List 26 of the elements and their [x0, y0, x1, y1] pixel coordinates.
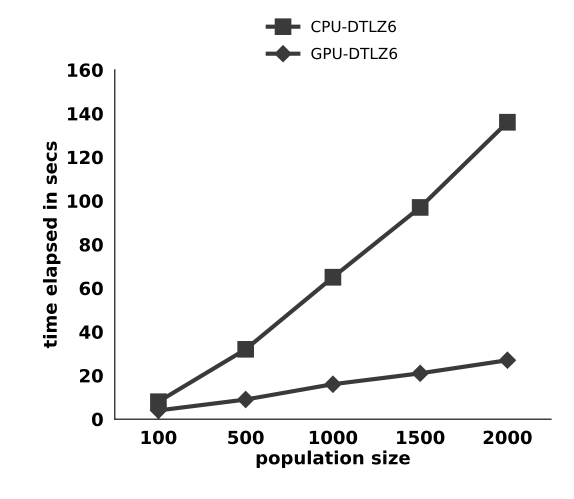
y-tick-label: 120 — [68, 150, 103, 164]
y-tick-label: 160 — [68, 63, 103, 77]
y-tick-label: 60 — [80, 282, 103, 296]
y-tick-label: 100 — [68, 194, 103, 208]
x-tick-label: 2000 — [484, 430, 532, 444]
legend-label: CPU-DTLZ6 — [311, 20, 396, 32]
y-tick-label: 80 — [80, 238, 103, 252]
y-tick-label: 0 — [92, 412, 103, 426]
point — [324, 268, 342, 286]
point — [412, 199, 428, 216]
x-tick-label: 500 — [228, 430, 264, 444]
x-tick-label: 1000 — [310, 430, 358, 444]
x-axis-title: population size — [256, 450, 410, 468]
point — [498, 352, 516, 369]
y-tick-label: 140 — [68, 106, 103, 121]
y-tick-label: 40 — [79, 325, 103, 339]
point — [499, 114, 516, 131]
y-tick-label: 20 — [80, 368, 103, 383]
x-tick-label: 100 — [142, 430, 176, 444]
y-axis-title: time elapsed in secs — [42, 142, 60, 348]
point — [237, 390, 254, 408]
legend-label: GPU-DTLZ6 — [311, 48, 398, 60]
point — [412, 364, 429, 382]
x-tick-label: 1500 — [397, 430, 444, 444]
point — [237, 340, 254, 358]
point — [324, 376, 342, 393]
